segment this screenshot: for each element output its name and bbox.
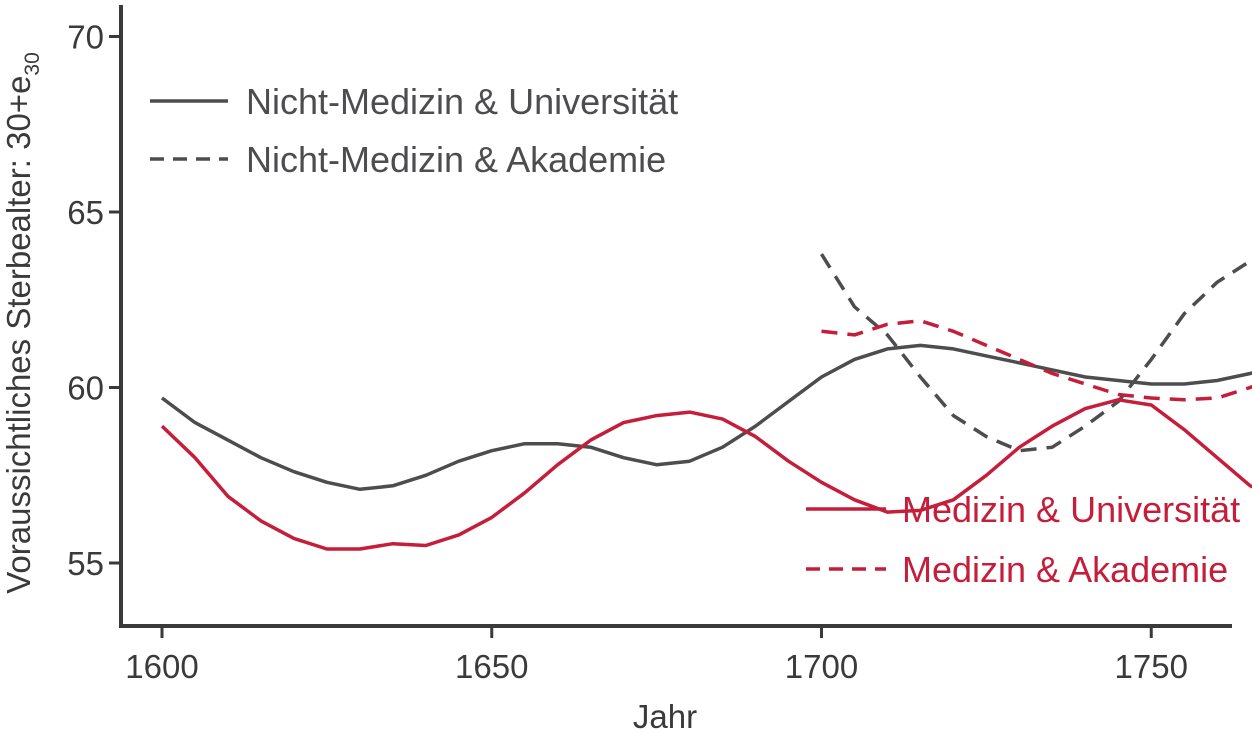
legend-bottom-right: Medizin & Universität Medizin & Akademie <box>806 489 1240 590</box>
legend-label-nicht-medizin-universitaet: Nicht-Medizin & Universität <box>246 81 678 122</box>
x-tick-label: 1650 <box>455 648 528 685</box>
plot-lines <box>160 253 1252 551</box>
y-tick-label: 70 <box>67 19 104 56</box>
series-line-medizin-akademie <box>821 319 1252 402</box>
x-axis-title: Jahr <box>633 698 697 734</box>
legend-label-medizin-universitaet: Medizin & Universität <box>902 489 1240 530</box>
y-tick-label: 55 <box>67 545 104 582</box>
y-ticks: 55 60 65 70 <box>67 19 121 582</box>
x-tick-label: 1600 <box>125 648 198 685</box>
y-axis-title-main: Voraussichtliches Sterbealter: 30+e <box>0 76 37 594</box>
legend-label-nicht-medizin-akademie: Nicht-Medizin & Akademie <box>246 139 666 180</box>
y-tick-label: 65 <box>67 194 104 231</box>
legend-top-left: Nicht-Medizin & Universität Nicht-Medizin… <box>150 81 678 180</box>
series-line-medizin-universitaet <box>160 398 1252 551</box>
legend-label-medizin-akademie: Medizin & Akademie <box>902 549 1228 590</box>
series-line-nicht-medizin-akademie <box>820 253 1252 453</box>
x-tick-label: 1750 <box>1115 648 1188 685</box>
x-ticks: 1600165017001750180018501900 <box>125 626 1188 685</box>
series-line-nicht-medizin-universitaet <box>160 343 1252 492</box>
y-axis-title-subscript: 30 <box>21 52 44 75</box>
y-tick-label: 60 <box>67 370 104 407</box>
x-tick-label: 1700 <box>785 648 858 685</box>
y-axis-title: Voraussichtliches Sterbealter: 30+e30 <box>0 52 44 594</box>
